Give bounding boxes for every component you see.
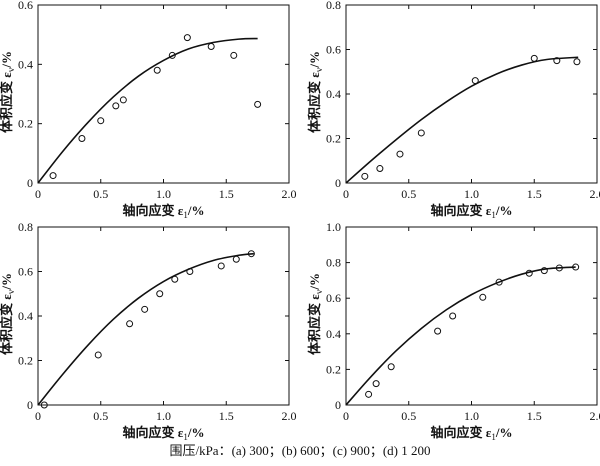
y-tick-label: 0 — [27, 398, 33, 412]
fitted-curve — [345, 266, 576, 406]
y-tick-label: 0 — [27, 176, 33, 190]
data-point — [376, 165, 384, 173]
y-tick-label: 0.6 — [326, 43, 341, 57]
data-point — [479, 293, 487, 301]
x-tick-label: 2.0 — [282, 187, 297, 201]
x-tick-label: 1.0 — [156, 409, 171, 423]
x-tick-label: 0.5 — [93, 187, 108, 201]
x-tick-label: 1.0 — [464, 187, 479, 201]
data-point — [434, 327, 442, 335]
data-point — [183, 34, 191, 42]
data-point — [49, 172, 57, 180]
y-tick-label: 0.4 — [18, 309, 33, 323]
data-point — [78, 135, 86, 142]
data-point — [141, 305, 149, 313]
data-point — [217, 262, 225, 270]
x-tick-label: 2.0 — [590, 409, 600, 423]
data-point — [387, 363, 395, 371]
data-point — [40, 401, 48, 409]
y-tick-label: 0.2 — [18, 117, 33, 131]
y-tick-label: 0.6 — [326, 291, 341, 305]
x-tick-label: 2.0 — [282, 409, 297, 423]
y-tick-label: 0 — [335, 176, 341, 190]
x-tick-label: 0.5 — [401, 409, 416, 423]
data-point — [97, 117, 105, 125]
data-point — [573, 58, 581, 66]
x-tick-label: 1.0 — [464, 409, 479, 423]
data-point — [417, 129, 425, 137]
x-tick-label: 0 — [35, 409, 41, 423]
plot-frame — [37, 4, 290, 184]
y-tick-label: 0.4 — [326, 327, 341, 341]
data-point — [156, 290, 164, 298]
x-axis-label: 轴向应变 ε1/% — [123, 425, 205, 442]
plot-frame — [345, 4, 598, 184]
y-tick-label: 0.8 — [326, 0, 341, 12]
y-tick-label: 0.6 — [18, 0, 33, 12]
x-tick-label: 0 — [343, 409, 349, 423]
y-tick-label: 0.2 — [326, 362, 341, 376]
y-tick-label: 0.4 — [18, 57, 33, 71]
fitted-curve — [37, 252, 254, 406]
plot-frame — [345, 226, 598, 406]
data-point — [361, 172, 369, 180]
x-tick-label: 1.5 — [219, 187, 234, 201]
x-axis-label: 轴向应变 ε1/% — [123, 203, 205, 220]
data-point — [230, 51, 238, 59]
chart-panel-a: 0 0.5 1.0 1.5 2.0 0 0.2 0.4 0.6 轴向应变 ε1/% 体积应变 εv/… — [0, 0, 297, 220]
data-point — [540, 267, 548, 275]
x-tick-label: 1.0 — [156, 187, 171, 201]
x-tick-label: 1.5 — [219, 409, 234, 423]
data-point — [94, 351, 102, 359]
x-axis-label: 轴向应变 ε1/% — [431, 203, 513, 220]
y-axis-label: 体积应变 εv/% — [307, 51, 324, 133]
y-tick-label: 0.2 — [326, 132, 341, 146]
data-point — [207, 43, 215, 51]
data-point — [449, 312, 457, 320]
y-tick-label: 0.8 — [18, 220, 33, 234]
data-point — [365, 390, 373, 398]
data-point — [530, 54, 538, 62]
data-point — [112, 102, 120, 110]
fitted-curve — [345, 56, 579, 184]
data-point — [553, 57, 561, 65]
data-point — [254, 100, 262, 108]
x-tick-label: 0 — [35, 187, 41, 201]
x-tick-label: 0.5 — [401, 187, 416, 201]
data-point — [153, 66, 161, 74]
y-tick-label: 0 — [335, 398, 341, 412]
x-tick-label: 1.5 — [527, 409, 542, 423]
data-point — [495, 278, 503, 286]
chart-panel-c: 0 0.5 1.0 1.5 2.0 0 0.2 0.4 0.6 0.8 轴向应变 ε1/% 体积应变 … — [0, 220, 297, 442]
chart-panel-d: 0 0.5 1.0 1.5 2.0 0 0.2 0.4 0.6 0.8 1.0 轴向应变 ε1/% 体积… — [307, 220, 600, 442]
y-axis-label: 体积应变 εv/% — [0, 51, 16, 133]
x-axis-label: 轴向应变 ε1/% — [431, 425, 513, 442]
x-tick-label: 0 — [343, 187, 349, 201]
y-axis-label: 体积应变 εv/% — [0, 273, 16, 355]
fitted-curve — [37, 37, 258, 184]
data-point — [372, 380, 380, 388]
data-point — [119, 96, 127, 104]
chart-panel-b: 0 0.5 1.0 1.5 2.0 0 0.2 0.4 0.6 0.8 轴向应变 ε1/% 体积应变 … — [307, 0, 600, 220]
y-tick-label: 1.0 — [326, 220, 341, 234]
x-tick-label: 0.5 — [93, 409, 108, 423]
data-point — [396, 150, 404, 158]
y-axis-label: 体积应变 εv/% — [307, 273, 324, 355]
y-tick-label: 0.6 — [18, 265, 33, 279]
data-point — [126, 320, 134, 328]
y-tick-label: 0.4 — [326, 87, 341, 101]
data-point — [168, 51, 176, 59]
data-point — [232, 255, 240, 263]
figure-caption: 围压/kPa：(a) 300；(b) 600；(c) 900；(d) 1 200 — [169, 443, 431, 458]
y-tick-label: 0.8 — [326, 256, 341, 270]
x-tick-label: 1.5 — [527, 187, 542, 201]
y-tick-label: 0.2 — [18, 354, 33, 368]
x-tick-label: 2.0 — [590, 187, 600, 201]
